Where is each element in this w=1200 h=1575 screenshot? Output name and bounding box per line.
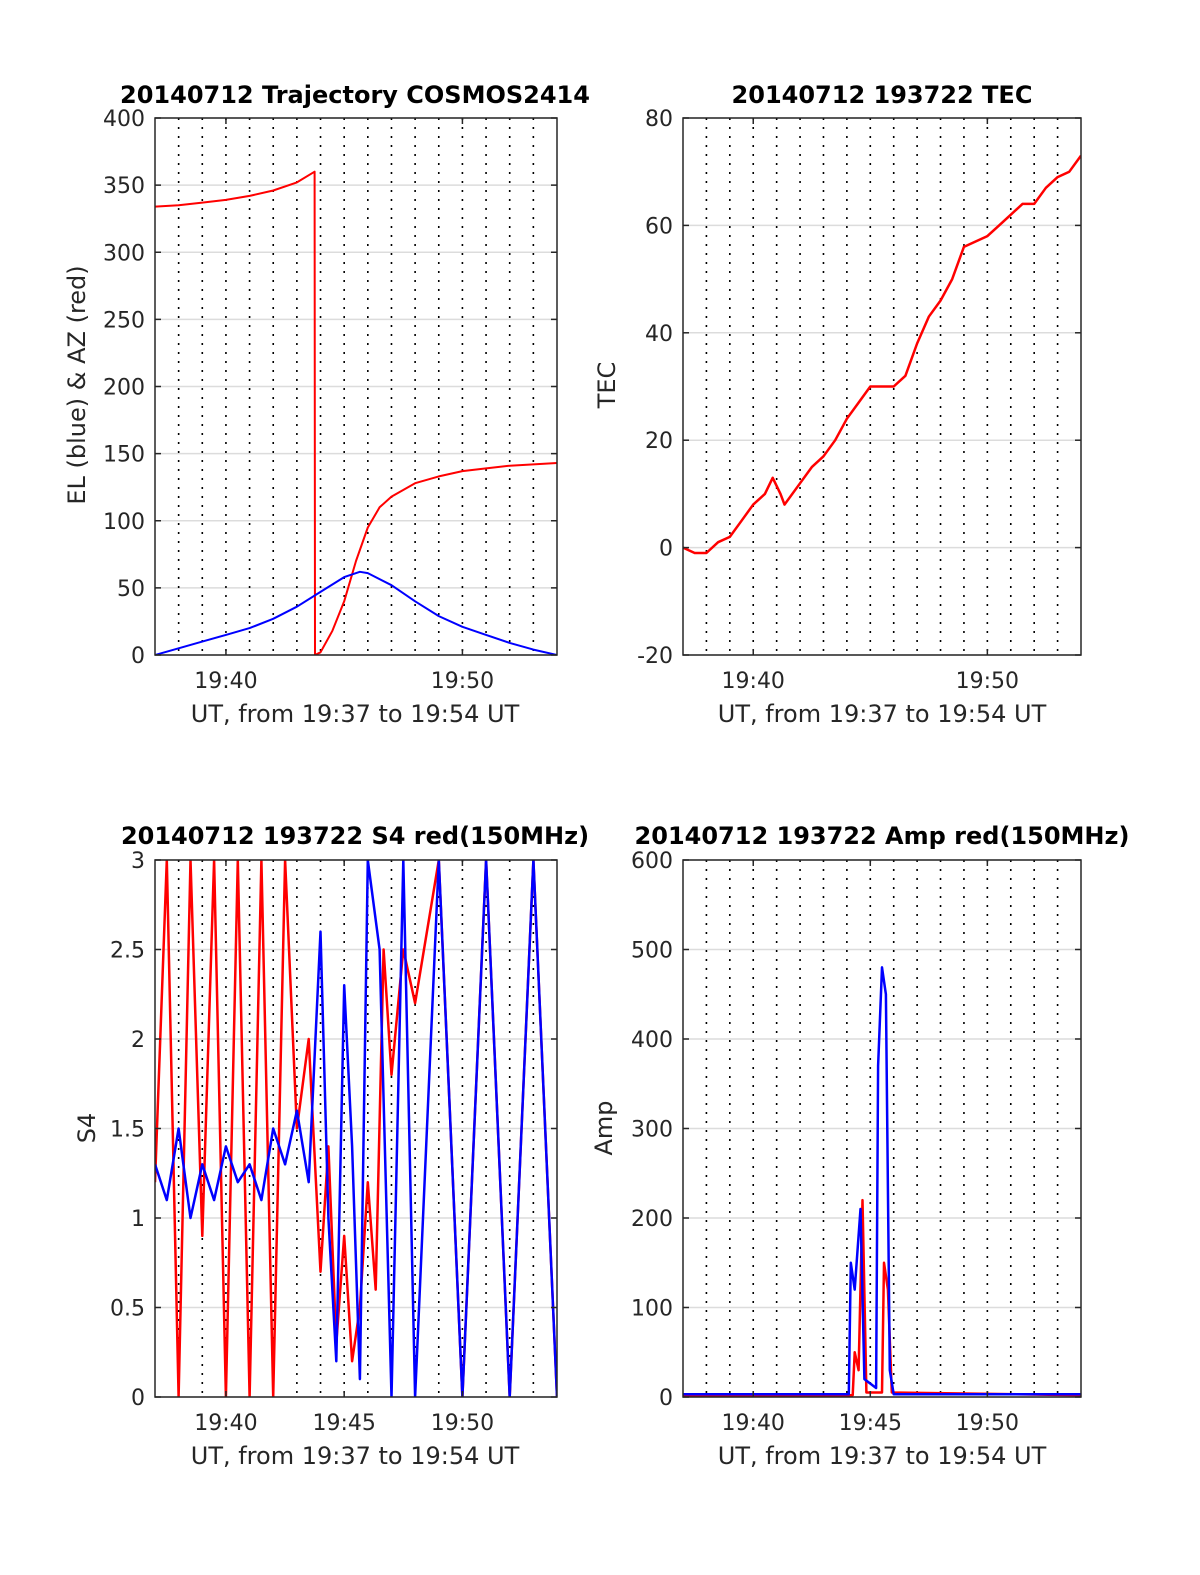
y-tick-label: 400 xyxy=(103,107,145,132)
red-series-line xyxy=(155,170,557,655)
red-series-line xyxy=(683,154,1081,555)
x-axis-label: UT, from 19:37 to 19:54 UT xyxy=(718,700,1047,728)
y-tick-label: 50 xyxy=(117,577,145,602)
y-tick-label: 0 xyxy=(131,1386,145,1411)
y-tick-label: 1.5 xyxy=(110,1118,145,1143)
blue-series-line xyxy=(683,966,1081,1396)
x-tick-label: 19:50 xyxy=(956,669,1019,694)
y-tick-label: 2.5 xyxy=(110,939,145,964)
chart-s4: 20140712 193722 S4 red(150MHz) UT, from … xyxy=(73,822,589,1470)
x-axis-label: UT, from 19:37 to 19:54 UT xyxy=(718,1442,1047,1470)
chart-amp: 20140712 193722 Amp red(150MHz) UT, from… xyxy=(590,822,1129,1470)
y-tick-label: 0.5 xyxy=(110,1297,145,1322)
y-tick-label: 600 xyxy=(631,849,673,874)
y-axis-label: EL (blue) & AZ (red) xyxy=(63,265,91,504)
y-tick-label: 200 xyxy=(103,376,145,401)
y-tick-label: 0 xyxy=(131,644,145,669)
red-series-line xyxy=(155,860,557,1397)
blue-series-line xyxy=(155,860,557,1397)
chart-trajectory: 20140712 Trajectory COSMOS2414 UT, from … xyxy=(63,81,590,728)
chart-title: 20140712 193722 S4 red(150MHz) xyxy=(121,822,589,850)
y-axis-label: Amp xyxy=(590,1100,618,1155)
y-tick-label: 400 xyxy=(631,1028,673,1053)
y-tick-label: 100 xyxy=(103,510,145,535)
y-tick-label: 150 xyxy=(103,443,145,468)
chart-title: 20140712 193722 Amp red(150MHz) xyxy=(635,822,1130,850)
y-tick-label: 3 xyxy=(131,849,145,874)
blue-series-line xyxy=(155,570,557,655)
y-tick-label: -20 xyxy=(637,644,673,669)
y-tick-label: 2 xyxy=(131,1028,145,1053)
chart-title: 20140712 Trajectory COSMOS2414 xyxy=(120,81,590,109)
x-tick-label: 19:40 xyxy=(722,669,785,694)
y-tick-label: 500 xyxy=(631,939,673,964)
y-axis-label: TEC xyxy=(593,362,621,410)
y-tick-label: 100 xyxy=(631,1297,673,1322)
x-tick-label: 19:50 xyxy=(431,1411,494,1436)
x-tick-label: 19:45 xyxy=(839,1411,902,1436)
y-tick-label: 40 xyxy=(645,322,673,347)
chart-tec: 20140712 193722 TEC UT, from 19:37 to 19… xyxy=(593,81,1082,728)
y-tick-label: 350 xyxy=(103,174,145,199)
y-tick-label: 300 xyxy=(631,1118,673,1143)
y-tick-label: 1 xyxy=(131,1207,145,1232)
y-tick-label: 0 xyxy=(659,537,673,562)
y-tick-label: 20 xyxy=(645,429,673,454)
axes-box xyxy=(682,117,1082,656)
y-tick-label: 300 xyxy=(103,241,145,266)
x-tick-label: 19:50 xyxy=(431,669,494,694)
x-tick-label: 19:40 xyxy=(722,1411,785,1436)
x-tick-label: 19:50 xyxy=(956,1411,1019,1436)
x-tick-label: 19:40 xyxy=(194,669,257,694)
y-tick-label: 250 xyxy=(103,308,145,333)
y-tick-label: 200 xyxy=(631,1207,673,1232)
x-axis-label: UT, from 19:37 to 19:54 UT xyxy=(191,700,520,728)
y-tick-label: 80 xyxy=(645,107,673,132)
x-tick-label: 19:40 xyxy=(194,1411,257,1436)
x-tick-label: 19:45 xyxy=(312,1411,375,1436)
y-tick-label: 0 xyxy=(659,1386,673,1411)
y-tick-label: 60 xyxy=(645,214,673,239)
chart-title: 20140712 193722 TEC xyxy=(732,81,1033,109)
x-axis-label: UT, from 19:37 to 19:54 UT xyxy=(191,1442,520,1470)
y-axis-label: S4 xyxy=(73,1113,101,1144)
